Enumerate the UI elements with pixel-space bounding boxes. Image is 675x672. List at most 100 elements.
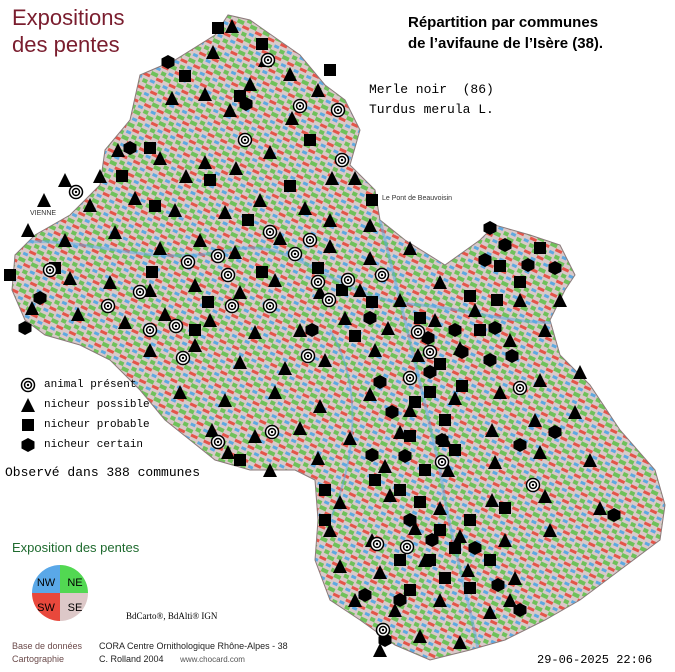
target-symbol [68,184,84,200]
square-symbol [409,396,421,408]
square-symbol [439,414,451,426]
wheel-se [60,593,88,621]
square-symbol [204,174,216,186]
target-symbol [260,52,276,68]
square-symbol [256,266,268,278]
square-symbol [202,296,214,308]
square-symbol [212,22,224,34]
target-symbol [292,98,308,114]
distribution-title-line2: de l’avifaune de l’Isère (38). [408,35,604,52]
target-symbol [287,246,303,262]
legend-item-probable: nicheur probable [20,417,150,433]
label-vienne: VIENNE [30,210,56,217]
target-symbol [42,262,58,278]
square-symbol [319,514,331,526]
square-symbol [404,584,416,596]
wheel-label-sw: SW [37,602,55,614]
square-symbol [394,484,406,496]
bdcarto-credit: BdCarto®, BdAlti® IGN [126,611,218,621]
legend-label: nicheur probable [44,419,150,431]
target-symbol [220,267,236,283]
target-symbol [402,370,418,386]
square-symbol [189,324,201,336]
triangle-icon [20,397,36,413]
distribution-title: Répartition par communes de l’avifaune d… [408,12,603,54]
wheel-label-ne: NE [67,577,82,589]
square-symbol [484,554,496,566]
square-symbol [234,454,246,466]
target-symbol [422,344,438,360]
square-symbol [464,582,476,594]
square-symbol [284,180,296,192]
credits-labels: Base de données Cartographie [12,640,82,666]
target-symbol [210,248,226,264]
wheel-nw [32,565,60,593]
exposition-title-line1: Expositions [12,5,125,30]
legend-item-certain: nicheur certain [20,437,143,453]
square-symbol [366,194,378,206]
exposition-title: Expositions des pentes [12,4,125,58]
target-symbol [330,102,346,118]
credit-db-label: Base de données [12,641,83,651]
target-symbol [210,434,226,450]
legend-item-possible: nicheur possible [20,397,150,413]
target-symbol [525,477,541,493]
wheel-sw [32,593,60,621]
triangle-symbol [21,223,35,237]
square-symbol [414,312,426,324]
square-symbol [404,430,416,442]
square-symbol [369,474,381,486]
target-symbol [410,324,426,340]
square-symbol [534,242,546,254]
square-symbol [4,269,16,281]
target-symbol [224,298,240,314]
square-symbol [491,294,503,306]
target-symbol [300,348,316,364]
credit-carto-value-row: C. Rolland 2004 www.chocard.com [99,653,288,666]
target-symbol [142,322,158,338]
legend-label: nicheur certain [44,439,144,451]
credits-values: CORA Centre Ornithologique Rhône-Alpes -… [99,640,288,666]
square-symbol [449,542,461,554]
target-symbol [237,132,253,148]
square-symbol [256,38,268,50]
square-symbol [414,496,426,508]
species-common-name: Merle noir (86) [369,82,494,97]
credit-carto-value: C. Rolland 2004 [99,654,164,664]
square-symbol [464,514,476,526]
label-pont-beauvoisin: Le Pont de Beauvoisin [382,195,452,202]
department-outline [11,14,666,661]
credit-url[interactable]: www.chocard.com [180,655,245,664]
datestamp: 29-06-2025 22:06 [537,653,653,667]
credit-carto-label: Cartographie [12,654,65,664]
square-symbol [434,524,446,536]
target-symbol [310,274,326,290]
square-symbol [146,266,158,278]
target-symbol [262,224,278,240]
square-symbol [424,554,436,566]
observed-count: Observé dans 388 communes [5,465,201,480]
legend-label: animal présent [44,379,137,391]
square-symbol [494,260,506,272]
square-symbol [439,572,451,584]
wheel-ne [60,565,88,593]
target-symbol [334,152,350,168]
exposition-wheel: NW NE SW SE [32,565,88,621]
target-symbol [168,318,184,334]
target-symbol [369,536,385,552]
target-symbol [100,298,116,314]
target-symbol [399,539,415,555]
square-symbol [116,170,128,182]
target-symbol [302,232,318,248]
square-symbol [474,324,486,336]
square-symbol [424,386,436,398]
hexagon-icon [20,437,36,453]
square-symbol [312,262,324,274]
target-symbol [340,272,356,288]
exposition-legend-title: Exposition des pentes [12,540,140,555]
square-symbol [144,142,156,154]
target-symbol [375,622,391,638]
target-symbol [175,350,191,366]
target-symbol [512,380,528,396]
